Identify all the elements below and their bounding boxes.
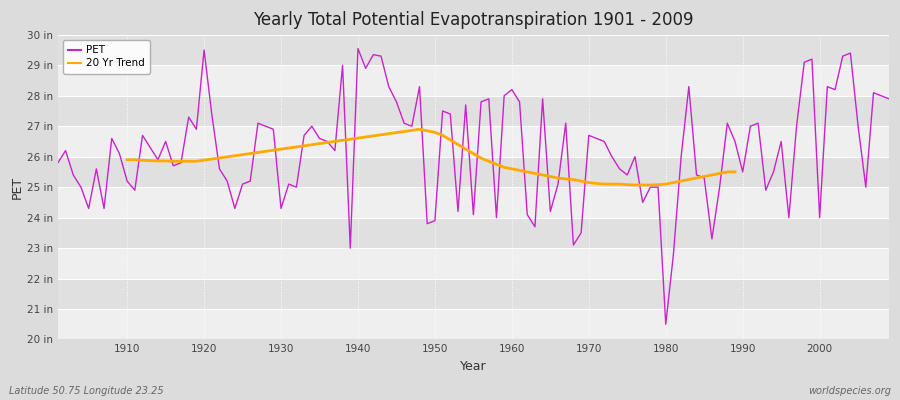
Y-axis label: PET: PET [11, 176, 24, 199]
Bar [58, 248, 889, 278]
Text: worldspecies.org: worldspecies.org [808, 386, 891, 396]
Text: Latitude 50.75 Longitude 23.25: Latitude 50.75 Longitude 23.25 [9, 386, 164, 396]
Bar [58, 187, 889, 218]
X-axis label: Year: Year [460, 360, 487, 373]
Bar [58, 126, 889, 157]
Legend: PET, 20 Yr Trend: PET, 20 Yr Trend [63, 40, 150, 74]
Bar [58, 309, 889, 340]
Title: Yearly Total Potential Evapotranspiration 1901 - 2009: Yearly Total Potential Evapotranspiratio… [253, 11, 694, 29]
Bar [58, 65, 889, 96]
